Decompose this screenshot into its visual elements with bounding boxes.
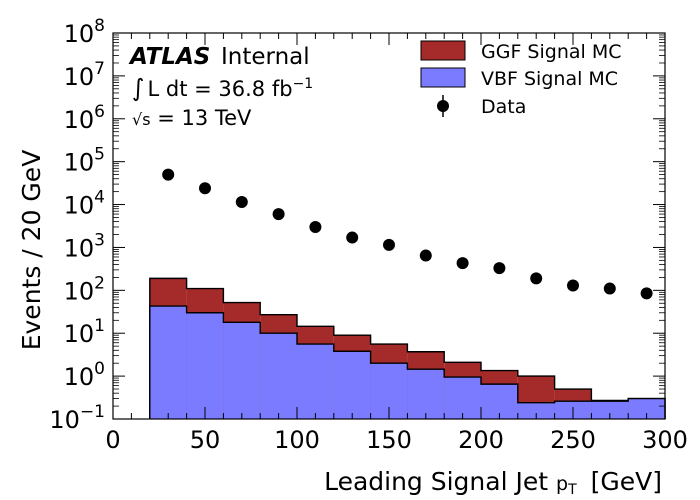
y-tick-label: 104: [64, 188, 105, 220]
bar-vbf-4: [297, 344, 334, 419]
x-axis-title: Leading Signal Jet pT [GeV]: [324, 467, 662, 498]
y-tick-label: 103: [64, 230, 105, 262]
data-point-12: [603, 282, 616, 295]
y-tick-label: 105: [64, 145, 105, 177]
outline-ggf: [149, 277, 666, 419]
data-point-11: [567, 279, 579, 292]
bar-vbf-1: [186, 312, 224, 419]
data-point-1: [199, 182, 211, 195]
bar-vbf-3: [260, 333, 297, 419]
x-tick-label: 200: [458, 426, 504, 454]
lumi-integral: ∫: [132, 74, 145, 102]
y-tick-label: 102: [64, 273, 105, 305]
x-tick-label: 150: [366, 426, 412, 454]
y-tick-label: 108: [64, 16, 105, 48]
y-tick-label: 101: [64, 316, 105, 348]
legend: GGF Signal MC VBF Signal MC Data: [420, 40, 621, 118]
luminosity-label: ∫ L dt = 36.8 fb−1: [132, 74, 313, 102]
data-point-13: [640, 287, 653, 300]
legend-swatch-ggf: [420, 40, 466, 61]
x-axis-title-main: Leading Signal Jet: [324, 467, 556, 496]
x-axis-title-subscript: T: [567, 482, 577, 498]
y-tick-label: 10−1: [49, 402, 105, 434]
atlas-label: ATLAS Internal: [128, 44, 310, 70]
x-axis-title-unit: [GeV]: [591, 467, 662, 496]
energy-text: = 13 TeV: [151, 106, 253, 130]
bar-vbf-2: [223, 322, 261, 419]
histogram-layer: [149, 277, 666, 419]
x-axis-title-p: p: [556, 473, 568, 495]
x-tick-label: 300: [642, 426, 688, 454]
data-point-5: [346, 231, 359, 244]
legend-marker-data: [437, 100, 449, 112]
bar-vbf-7: [407, 369, 445, 419]
data-point-6: [383, 238, 395, 251]
legend-swatch-vbf: [420, 67, 466, 88]
ticks-layer: 0 50 100 150 200 250 300 10−1 100 101 102 103 104 105…: [49, 16, 688, 454]
atlas-internal: Internal: [221, 44, 310, 70]
data-point-3: [272, 208, 285, 221]
x-tick-label: 250: [550, 426, 596, 454]
energy-label: √s = 13 TeV: [132, 106, 252, 130]
x-tick-label: 50: [190, 426, 221, 454]
data-point-8: [456, 257, 469, 270]
x-tick-label: 0: [105, 426, 120, 454]
bar-vbf-13: [628, 398, 665, 419]
bar-vbf-0: [149, 306, 187, 419]
outline-vbf: [149, 305, 666, 419]
bar-vbf-10: [517, 402, 555, 419]
data-point-7: [419, 249, 432, 262]
data-point-9: [493, 262, 506, 275]
legend-label-ggf: GGF Signal MC: [481, 41, 621, 63]
bar-vbf-12: [591, 401, 629, 419]
lumi-text: L dt = 36.8 fb: [148, 77, 293, 101]
data-point-2: [235, 195, 248, 208]
data-point-10: [530, 272, 543, 285]
y-tick-label: 106: [64, 102, 105, 134]
atlas-experiment: ATLAS: [128, 44, 210, 70]
legend-label-data: Data: [481, 96, 526, 118]
x-tick-label: 100: [274, 426, 320, 454]
data-points-layer: [162, 168, 653, 300]
y-tick-label: 100: [64, 359, 105, 391]
legend-label-vbf: VBF Signal MC: [481, 68, 618, 90]
bar-vbf-8: [444, 377, 481, 419]
data-point-4: [309, 220, 322, 233]
data-point-0: [162, 168, 175, 181]
lumi-superscript: −1: [293, 76, 314, 92]
y-axis-title: Events / 20 GeV: [17, 150, 46, 351]
bar-vbf-5: [333, 351, 371, 419]
energy-sqrt: √s: [132, 110, 151, 129]
y-tick-label: 107: [64, 59, 105, 91]
